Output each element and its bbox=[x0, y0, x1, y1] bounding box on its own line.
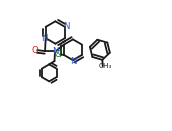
Text: Cl: Cl bbox=[54, 50, 62, 59]
Text: O: O bbox=[32, 46, 38, 55]
Text: CH₃: CH₃ bbox=[99, 63, 112, 69]
Text: N: N bbox=[41, 34, 48, 43]
Text: N: N bbox=[70, 57, 76, 66]
Text: N: N bbox=[52, 47, 58, 56]
Text: N: N bbox=[63, 22, 69, 31]
